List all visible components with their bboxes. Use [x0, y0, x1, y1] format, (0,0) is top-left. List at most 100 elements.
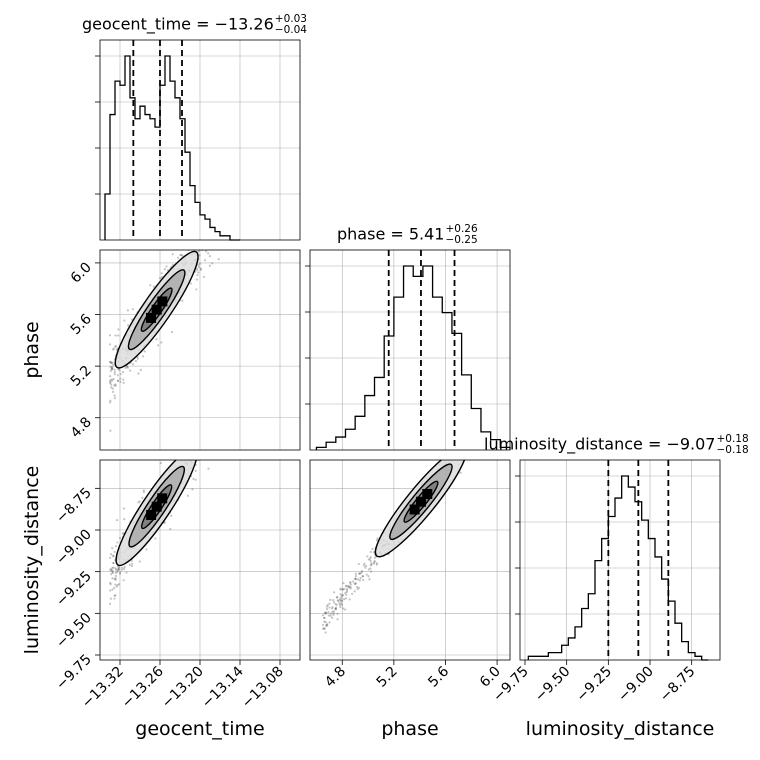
- scatter-point: [476, 439, 478, 441]
- scatter-point: [114, 571, 117, 575]
- scatter-point: [139, 368, 142, 372]
- scatter-point: [121, 532, 124, 535]
- scatter-point: [109, 380, 112, 383]
- scatter-point: [142, 490, 146, 494]
- scatter-point: [222, 247, 224, 249]
- scatter-point: [207, 423, 209, 425]
- axis-label-x-luminosity_distance: luminosity_distance: [526, 718, 715, 740]
- scatter-point: [470, 426, 472, 428]
- scatter-point: [473, 442, 475, 444]
- title-geocent-time: geocent_time = −13.26 +0.03 −0.04: [82, 13, 307, 36]
- scatter-point: [373, 556, 377, 559]
- scatter-point: [187, 456, 189, 458]
- scatter-point: [160, 341, 163, 344]
- scatter-point: [114, 383, 117, 386]
- scatter-point: [113, 368, 116, 371]
- scatter-point: [145, 548, 148, 551]
- scatter-point: [123, 565, 126, 569]
- scatter-point: [223, 418, 225, 420]
- tick-label-y-luminosity_distance: −9.75: [53, 652, 95, 694]
- scatter-point: [112, 561, 115, 565]
- scatter-point: [339, 588, 342, 591]
- scatter-point: [204, 228, 206, 230]
- scatter-point: [192, 446, 194, 448]
- scatter-point: [330, 607, 334, 610]
- scatter-point: [214, 395, 216, 397]
- scatter-point: [473, 428, 475, 430]
- scatter-point: [208, 418, 210, 420]
- scatter-point: [337, 600, 340, 603]
- scatter-point: [367, 568, 370, 571]
- scatter-point: [323, 620, 326, 623]
- scatter-point: [334, 602, 337, 606]
- scatter-point: [472, 429, 474, 431]
- scatter-point: [184, 451, 186, 453]
- scatter-point: [210, 230, 212, 232]
- scatter-point: [186, 494, 189, 497]
- scatter-point: [195, 443, 197, 445]
- scatter-point: [338, 598, 341, 601]
- scatter-point: [111, 366, 114, 369]
- scatter-point: [475, 440, 477, 442]
- scatter-point: [323, 627, 326, 630]
- scatter-point: [221, 398, 223, 400]
- scatter-point: [117, 566, 120, 570]
- density-peak: [409, 504, 420, 515]
- scatter-point: [334, 607, 337, 610]
- scatter-point: [141, 496, 144, 499]
- scatter-point: [193, 431, 195, 433]
- scatter-point: [122, 579, 125, 582]
- scatter-point: [189, 244, 191, 246]
- scatter-point: [354, 572, 357, 575]
- scatter-point: [453, 451, 455, 453]
- scatter-point: [114, 334, 117, 337]
- scatter-point: [198, 254, 201, 257]
- histogram-step-geocent_time: [104, 55, 240, 241]
- scatter-point: [200, 453, 202, 455]
- scatter-point: [209, 230, 211, 232]
- scatter-point: [332, 613, 335, 616]
- scatter-point: [217, 432, 219, 434]
- scatter-point: [111, 577, 114, 580]
- scatter-point: [120, 568, 123, 571]
- scatter-point: [109, 581, 112, 585]
- scatter-point: [339, 587, 342, 590]
- scatter-point: [224, 401, 226, 403]
- scatter-point: [217, 398, 219, 400]
- scatter-point: [203, 438, 205, 440]
- scatter-point: [207, 422, 209, 424]
- scatter-point: [459, 453, 461, 455]
- scatter-point: [498, 413, 500, 415]
- scatter-panel-geocent_time-luminosity_distance: [100, 386, 300, 660]
- scatter-point: [112, 377, 115, 381]
- scatter-point: [450, 456, 452, 458]
- density-peak: [146, 509, 157, 520]
- scatter-point: [368, 578, 371, 581]
- scatter-point: [219, 419, 221, 421]
- scatter-point: [211, 410, 213, 412]
- scatter-point: [211, 202, 213, 204]
- scatter-point: [112, 347, 115, 350]
- scatter-point: [495, 409, 497, 411]
- scatter-point: [327, 610, 330, 614]
- scatter-point: [207, 467, 210, 470]
- scatter-point: [217, 190, 219, 192]
- scatter-point: [224, 386, 226, 388]
- scatter-point: [210, 414, 212, 416]
- scatter-point: [142, 489, 145, 492]
- scatter-point: [344, 591, 347, 595]
- scatter-point: [219, 412, 221, 414]
- scatter-point: [198, 232, 200, 234]
- scatter-point: [493, 419, 495, 421]
- scatter-point: [170, 514, 173, 518]
- scatter-point: [195, 288, 198, 291]
- scatter-point: [111, 390, 115, 393]
- scatter-point: [181, 299, 184, 302]
- scatter-point: [177, 455, 179, 457]
- scatter-point: [371, 548, 374, 551]
- scatter-point: [111, 571, 114, 574]
- scatter-point: [348, 581, 352, 584]
- scatter-point: [216, 405, 218, 407]
- scatter-point: [334, 607, 337, 611]
- scatter-point: [113, 397, 117, 400]
